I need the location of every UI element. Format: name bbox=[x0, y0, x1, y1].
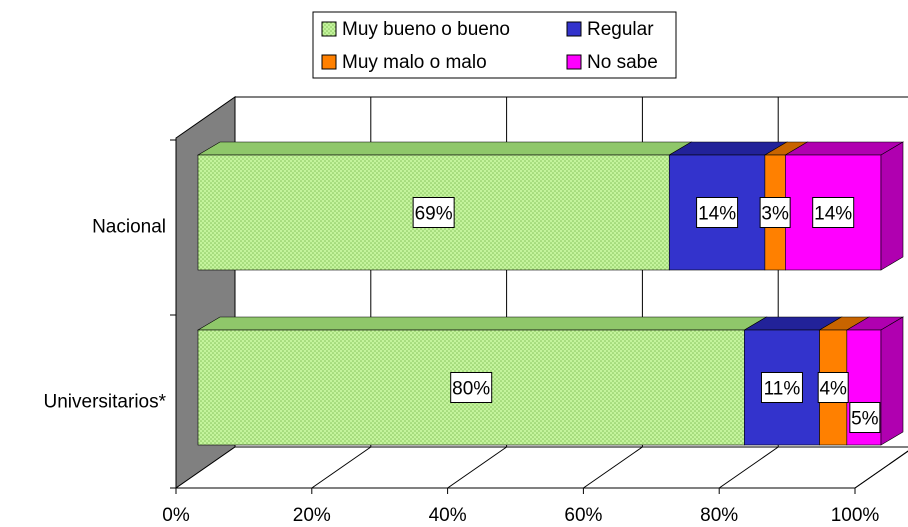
category-label: Universitarios* bbox=[44, 392, 167, 413]
bar-top-0 bbox=[196, 316, 768, 331]
gridline-floor bbox=[447, 446, 507, 489]
data-label: 5% bbox=[851, 409, 879, 430]
legend-swatch bbox=[566, 54, 582, 70]
gridline-floor bbox=[311, 446, 372, 489]
data-label: 14% bbox=[814, 204, 852, 225]
x-tick-label: 80% bbox=[700, 505, 738, 526]
legend-label: Muy bueno o bueno bbox=[342, 19, 510, 40]
legend-label: Regular bbox=[587, 19, 654, 40]
x-tick-label: 20% bbox=[293, 505, 331, 526]
data-label-box bbox=[760, 372, 803, 403]
data-label-box bbox=[812, 197, 855, 228]
legend-swatch bbox=[321, 21, 337, 37]
legend-label: Muy malo o malo bbox=[342, 52, 487, 73]
bar-side bbox=[880, 316, 904, 446]
legend-box bbox=[312, 11, 677, 79]
data-label: 80% bbox=[452, 379, 490, 400]
legend-swatch bbox=[566, 21, 582, 37]
x-tick-label: 100% bbox=[831, 505, 880, 526]
x-tick-label: 0% bbox=[162, 505, 190, 526]
legend-label: No sabe bbox=[587, 52, 658, 73]
bar-top-0 bbox=[196, 141, 693, 156]
data-label: 3% bbox=[761, 204, 789, 225]
x-tick-label: 40% bbox=[429, 505, 467, 526]
category-label: Nacional bbox=[92, 217, 166, 238]
data-label: 4% bbox=[819, 379, 847, 400]
data-label: 11% bbox=[764, 379, 801, 400]
legend-swatch bbox=[321, 54, 337, 70]
gridline-floor bbox=[583, 446, 643, 489]
floor bbox=[174, 446, 908, 489]
category-labels: Nacional Universitarios* bbox=[44, 217, 167, 413]
x-axis: 0% 20% 40% 60% 80% 100% bbox=[162, 139, 880, 526]
legend: Muy bueno o bueno Regular Muy malo o malo N… bbox=[312, 11, 677, 79]
bar-side bbox=[880, 141, 904, 271]
data-label: 14% bbox=[698, 204, 736, 225]
data-label-box bbox=[450, 372, 493, 403]
gridline-floor bbox=[854, 450, 908, 489]
data-label-box bbox=[412, 197, 455, 228]
data-label-box bbox=[849, 402, 881, 433]
gridline-floor bbox=[718, 446, 779, 489]
x-tick-label: 60% bbox=[564, 505, 602, 526]
data-label-box bbox=[696, 197, 739, 228]
data-label-box bbox=[817, 372, 849, 403]
data-label: 69% bbox=[415, 204, 453, 225]
data-label-box bbox=[759, 197, 791, 228]
data-labels: 69% 14% 3% 14% 80% 11% 4%5% bbox=[412, 197, 881, 433]
